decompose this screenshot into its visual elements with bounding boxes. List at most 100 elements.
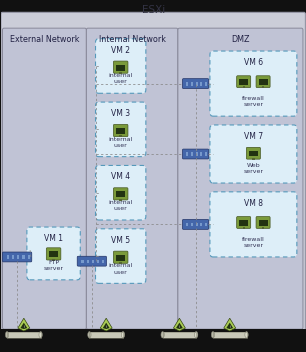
Text: External Network: External Network <box>10 35 79 44</box>
FancyBboxPatch shape <box>95 229 146 283</box>
Bar <box>120 136 122 137</box>
FancyBboxPatch shape <box>178 28 303 329</box>
Text: internal
user: internal user <box>109 263 133 275</box>
Bar <box>252 158 255 160</box>
Polygon shape <box>18 318 30 331</box>
FancyBboxPatch shape <box>95 39 146 93</box>
Bar <box>52 259 55 260</box>
Bar <box>239 79 248 85</box>
FancyBboxPatch shape <box>210 125 297 183</box>
Bar <box>116 191 125 197</box>
Bar <box>213 332 247 338</box>
Ellipse shape <box>6 332 9 338</box>
Bar <box>205 152 207 156</box>
Ellipse shape <box>195 332 198 338</box>
Bar <box>262 227 264 229</box>
Bar <box>89 332 123 338</box>
FancyBboxPatch shape <box>237 76 251 88</box>
Bar <box>1 329 306 352</box>
Bar <box>81 260 84 263</box>
Bar <box>186 82 188 86</box>
Bar <box>102 260 104 263</box>
Text: internal
user: internal user <box>109 137 133 148</box>
Ellipse shape <box>39 332 42 338</box>
Text: firewall
server: firewall server <box>242 237 265 248</box>
Bar <box>12 256 14 259</box>
Text: internal
user: internal user <box>109 73 133 84</box>
Bar <box>259 220 268 226</box>
Text: DMZ: DMZ <box>231 35 250 44</box>
Bar <box>162 332 196 338</box>
FancyBboxPatch shape <box>114 124 128 137</box>
Text: VM 2: VM 2 <box>111 46 130 55</box>
Polygon shape <box>21 323 27 329</box>
Bar <box>243 227 245 229</box>
Bar <box>243 86 245 88</box>
Bar <box>120 262 122 264</box>
Bar <box>259 79 268 85</box>
FancyBboxPatch shape <box>182 149 209 159</box>
FancyBboxPatch shape <box>95 102 146 157</box>
Ellipse shape <box>245 332 248 338</box>
FancyBboxPatch shape <box>2 252 32 262</box>
FancyBboxPatch shape <box>237 216 251 228</box>
Bar <box>7 256 9 259</box>
FancyBboxPatch shape <box>95 165 146 220</box>
FancyBboxPatch shape <box>2 28 86 329</box>
Bar <box>186 152 188 156</box>
Bar <box>89 332 123 338</box>
Bar <box>120 72 122 74</box>
Bar <box>116 128 125 134</box>
FancyBboxPatch shape <box>246 147 260 159</box>
Bar <box>200 152 202 156</box>
Bar <box>17 256 19 259</box>
FancyBboxPatch shape <box>114 188 128 200</box>
Text: ESXi: ESXi <box>142 5 165 15</box>
Text: VM 5: VM 5 <box>111 236 130 245</box>
Bar <box>262 86 264 88</box>
Polygon shape <box>103 323 110 329</box>
Polygon shape <box>176 323 183 329</box>
Bar <box>92 260 94 263</box>
Text: internal
user: internal user <box>109 200 133 211</box>
Bar <box>87 260 89 263</box>
FancyBboxPatch shape <box>46 248 61 260</box>
Ellipse shape <box>88 332 91 338</box>
FancyBboxPatch shape <box>256 76 270 88</box>
Text: Internal Network: Internal Network <box>99 35 166 44</box>
Bar <box>120 199 122 201</box>
Bar <box>22 256 24 259</box>
FancyBboxPatch shape <box>256 216 270 228</box>
Bar <box>196 82 198 86</box>
Text: FTP
server: FTP server <box>43 260 64 271</box>
Ellipse shape <box>211 332 215 338</box>
Bar <box>97 260 99 263</box>
FancyBboxPatch shape <box>114 251 128 263</box>
Bar <box>49 251 58 257</box>
FancyBboxPatch shape <box>86 28 178 329</box>
Bar <box>205 223 207 226</box>
Text: VM 4: VM 4 <box>111 172 130 182</box>
Bar <box>196 223 198 226</box>
FancyBboxPatch shape <box>114 61 128 73</box>
FancyBboxPatch shape <box>210 192 297 257</box>
Bar <box>205 82 207 86</box>
Text: VM 1: VM 1 <box>44 234 63 243</box>
Text: VM 8: VM 8 <box>244 199 263 208</box>
Bar <box>162 332 196 338</box>
Bar <box>186 223 188 226</box>
Bar <box>239 220 248 226</box>
FancyBboxPatch shape <box>182 78 209 88</box>
Bar <box>191 152 193 156</box>
FancyBboxPatch shape <box>210 51 297 116</box>
Bar <box>116 64 125 70</box>
Text: VM 3: VM 3 <box>111 109 130 118</box>
Bar <box>191 82 193 86</box>
Bar <box>7 332 41 338</box>
FancyBboxPatch shape <box>27 227 80 280</box>
FancyBboxPatch shape <box>182 220 209 230</box>
Bar <box>116 254 125 260</box>
FancyBboxPatch shape <box>77 256 106 266</box>
Polygon shape <box>224 318 236 331</box>
Ellipse shape <box>161 332 164 338</box>
